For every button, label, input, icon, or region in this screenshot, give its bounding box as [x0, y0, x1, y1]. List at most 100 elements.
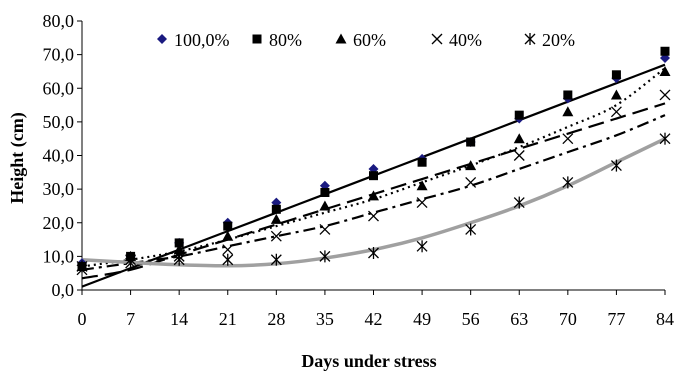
data-point-s3-5: [319, 224, 331, 235]
data-point-s4-1: [125, 257, 137, 270]
data-point-s1-11: [611, 70, 621, 80]
x-tick-label: 49: [413, 309, 431, 329]
x-tick-label: 14: [170, 309, 188, 329]
marker-stroke: [270, 230, 282, 242]
data-point-s4-10: [562, 176, 574, 189]
marker-shape: [223, 221, 233, 231]
data-point-s4-11: [610, 159, 622, 172]
data-point-s3-6: [368, 210, 379, 222]
data-point-s2-2: [173, 244, 185, 255]
marker-shape: [174, 238, 184, 248]
legend-marker-0: [157, 34, 167, 44]
y-tick-label: 30,0: [43, 179, 75, 199]
data-point-s4-9: [513, 196, 525, 209]
data-point-s3-3: [222, 244, 234, 256]
data-point-s2-6: [368, 190, 379, 201]
data-point-s2-12: [659, 65, 671, 76]
legend-label-4: 20%: [542, 30, 575, 50]
marker-shape: [369, 171, 378, 181]
marker-stroke: [465, 176, 477, 188]
data-point-s1-2: [174, 238, 184, 248]
data-point-s4-4: [270, 253, 282, 266]
y-tick-label: 0,0: [52, 280, 75, 300]
marker-shape: [417, 157, 427, 167]
marker-shape: [611, 70, 621, 80]
x-tick-label: 63: [510, 309, 528, 329]
marker-shape: [335, 33, 347, 44]
marker-shape: [270, 213, 282, 224]
data-point-s2-1: [125, 250, 137, 261]
y-tick-label: 50,0: [43, 112, 75, 132]
data-point-s1-4: [271, 204, 281, 214]
x-tick-label: 21: [219, 309, 237, 329]
marker-shape: [466, 137, 476, 147]
data-point-s1-10: [563, 90, 573, 100]
data-point-s1-6: [369, 171, 378, 181]
y-tick-label: 10,0: [43, 246, 75, 266]
marker-stroke: [659, 89, 671, 101]
marker-shape: [368, 190, 379, 201]
legend-label-1: 80%: [269, 30, 302, 50]
marker-shape: [513, 133, 525, 144]
marker-shape: [320, 187, 330, 197]
data-point-s4-7: [416, 240, 428, 253]
legend-marker-3: [431, 33, 443, 45]
data-point-s1-8: [466, 137, 476, 147]
marker-stroke: [513, 150, 525, 161]
y-axis-title: Height (cm): [7, 112, 28, 203]
data-point-s2-7: [416, 180, 428, 191]
marker-stroke: [431, 33, 443, 45]
data-point-s4-6: [368, 247, 379, 260]
marker-shape: [173, 244, 185, 255]
data-point-s3-12: [659, 89, 671, 101]
legend-label-0: 100,0%: [174, 30, 230, 50]
x-tick-label: 7: [126, 309, 135, 329]
x-axis-title: Days under stress: [301, 351, 436, 371]
marker-stroke: [319, 224, 331, 235]
marker-stroke: [562, 133, 574, 145]
data-point-s3-10: [562, 133, 574, 145]
data-point-s4-5: [319, 250, 331, 263]
x-ticks: 0 7 14 21 28 35 42 49 56 63 70 77 84: [78, 290, 674, 329]
marker-shape: [659, 65, 671, 76]
data-point-s1-3: [223, 221, 233, 231]
marker-shape: [252, 34, 262, 44]
legend: 100,0% 80% 60% 40% 20%: [157, 30, 575, 50]
data-point-s4-8: [465, 223, 477, 236]
data-point-s2-5: [319, 200, 331, 211]
data-point-s2-9: [513, 133, 525, 144]
x-tick-label: 28: [267, 309, 285, 329]
data-point-s1-12: [660, 46, 670, 56]
data-point-s3-8: [465, 176, 477, 188]
marker-shape: [563, 90, 573, 100]
x-tick-label: 42: [365, 309, 383, 329]
marker-stroke: [368, 210, 379, 222]
marker-shape: [157, 34, 167, 44]
trendline-3: [81, 114, 666, 271]
data-point-s1-5: [320, 187, 330, 197]
marker-shape: [465, 160, 477, 171]
legend-marker-1: [252, 34, 262, 44]
data-point-s3-7: [416, 197, 428, 209]
x-tick-label: 70: [559, 309, 577, 329]
data-point-s2-4: [270, 213, 282, 224]
marker-stroke: [222, 244, 234, 256]
trendline-4: [81, 137, 666, 268]
marker-shape: [319, 200, 331, 211]
data-point-s2-10: [562, 106, 574, 117]
y-ticks: 0,0 10,0 20,0 30,0 40,0 50,0 60,0 70,0 80,0: [43, 11, 82, 300]
data-point-s2-3: [222, 230, 234, 241]
legend-label-2: 60%: [353, 30, 386, 50]
legend-marker-4: [524, 33, 536, 45]
data-point-s1-7: [417, 157, 427, 167]
data-point-s4-12: [659, 132, 671, 145]
marker-shape: [222, 230, 234, 241]
x-tick-label: 0: [78, 309, 87, 329]
marker-shape: [660, 46, 670, 56]
marker-shape: [562, 106, 574, 117]
legend-marker-2: [335, 33, 347, 44]
marker-stroke: [416, 197, 428, 209]
y-tick-label: 70,0: [43, 45, 75, 65]
data-point-s2-8: [465, 160, 477, 171]
